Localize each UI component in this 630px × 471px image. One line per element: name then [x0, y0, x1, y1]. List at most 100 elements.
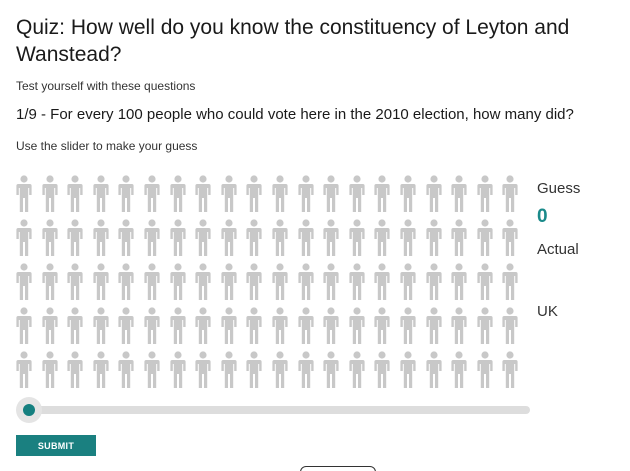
person-icon [451, 263, 476, 307]
person-icon [502, 175, 527, 219]
person-icon [400, 263, 425, 307]
person-icon [93, 307, 118, 351]
person-icon [221, 307, 246, 351]
person-icon [477, 175, 502, 219]
person-icon [93, 263, 118, 307]
person-icon [349, 351, 374, 395]
person-icon [118, 175, 143, 219]
person-icon [118, 351, 143, 395]
person-icon [400, 351, 425, 395]
person-icon [246, 263, 271, 307]
person-icon [502, 307, 527, 351]
guess-slider-track[interactable] [18, 406, 530, 414]
person-icon [221, 219, 246, 263]
person-icon [67, 263, 92, 307]
person-icon [246, 175, 271, 219]
person-icon [502, 263, 527, 307]
person-icon [246, 219, 271, 263]
person-icon [349, 175, 374, 219]
person-icon [451, 307, 476, 351]
person-icon [41, 307, 67, 351]
person-icon [118, 219, 143, 263]
person-icon [425, 307, 451, 351]
person-icon [374, 219, 399, 263]
person-icon [272, 219, 297, 263]
person-icon [169, 263, 195, 307]
person-icon [374, 307, 399, 351]
quiz-title: Quiz: How well do you know the constitue… [16, 16, 570, 66]
person-icon [16, 307, 41, 351]
person-icon [477, 307, 502, 351]
person-icon [297, 263, 323, 307]
person-icon [93, 175, 118, 219]
person-icon [323, 263, 348, 307]
person-icon [425, 263, 451, 307]
question-text: 1/9 - For every 100 people who could vot… [16, 106, 574, 123]
person-icon [67, 219, 92, 263]
person-icon [41, 263, 67, 307]
person-icon [195, 351, 220, 395]
person-icon [16, 219, 41, 263]
person-icon [272, 351, 297, 395]
person-icon [41, 219, 67, 263]
person-icon [297, 351, 323, 395]
person-icon [400, 219, 425, 263]
person-icon [477, 263, 502, 307]
person-icon [221, 351, 246, 395]
person-icon [297, 175, 323, 219]
person-icon [349, 219, 374, 263]
person-icon [425, 175, 451, 219]
person-icon [169, 175, 195, 219]
person-icon [67, 351, 92, 395]
person-icon [502, 351, 527, 395]
person-icon [400, 175, 425, 219]
person-icon [374, 175, 399, 219]
person-icon [93, 351, 118, 395]
person-icon [272, 175, 297, 219]
person-icon [451, 351, 476, 395]
person-icon [323, 351, 348, 395]
person-icon [451, 175, 476, 219]
person-icon [16, 351, 41, 395]
guess-label: Guess [537, 180, 581, 197]
submit-button[interactable]: SUBMIT [16, 435, 96, 456]
person-icon [195, 307, 220, 351]
guess-value: 0 [537, 206, 548, 227]
person-icon [246, 351, 271, 395]
person-icon [144, 351, 169, 395]
slider-instruction: Use the slider to make your guess [16, 139, 198, 153]
person-icon [144, 263, 169, 307]
person-icon [195, 175, 220, 219]
person-icon [272, 263, 297, 307]
person-icon [221, 175, 246, 219]
person-icon [374, 263, 399, 307]
person-icon [400, 307, 425, 351]
slider-handle-dot [23, 404, 35, 416]
person-icon [297, 307, 323, 351]
uk-label: UK [537, 303, 558, 320]
person-icon [221, 263, 246, 307]
person-icon [323, 219, 348, 263]
person-icon [477, 351, 502, 395]
guess-slider-handle[interactable] [16, 397, 42, 423]
person-icon [477, 219, 502, 263]
person-icon [349, 263, 374, 307]
person-icon [144, 307, 169, 351]
next-control-partial[interactable] [300, 466, 376, 471]
person-icon [272, 307, 297, 351]
person-icon [144, 219, 169, 263]
person-icon [67, 307, 92, 351]
person-icon [425, 351, 451, 395]
person-icon [451, 219, 476, 263]
person-icon [16, 175, 41, 219]
person-icon [118, 263, 143, 307]
person-icon [323, 307, 348, 351]
person-icon [93, 219, 118, 263]
person-icon [246, 307, 271, 351]
person-icon [118, 307, 143, 351]
person-icon [144, 175, 169, 219]
person-icon [323, 175, 348, 219]
person-icon [169, 307, 195, 351]
person-icon [41, 175, 67, 219]
